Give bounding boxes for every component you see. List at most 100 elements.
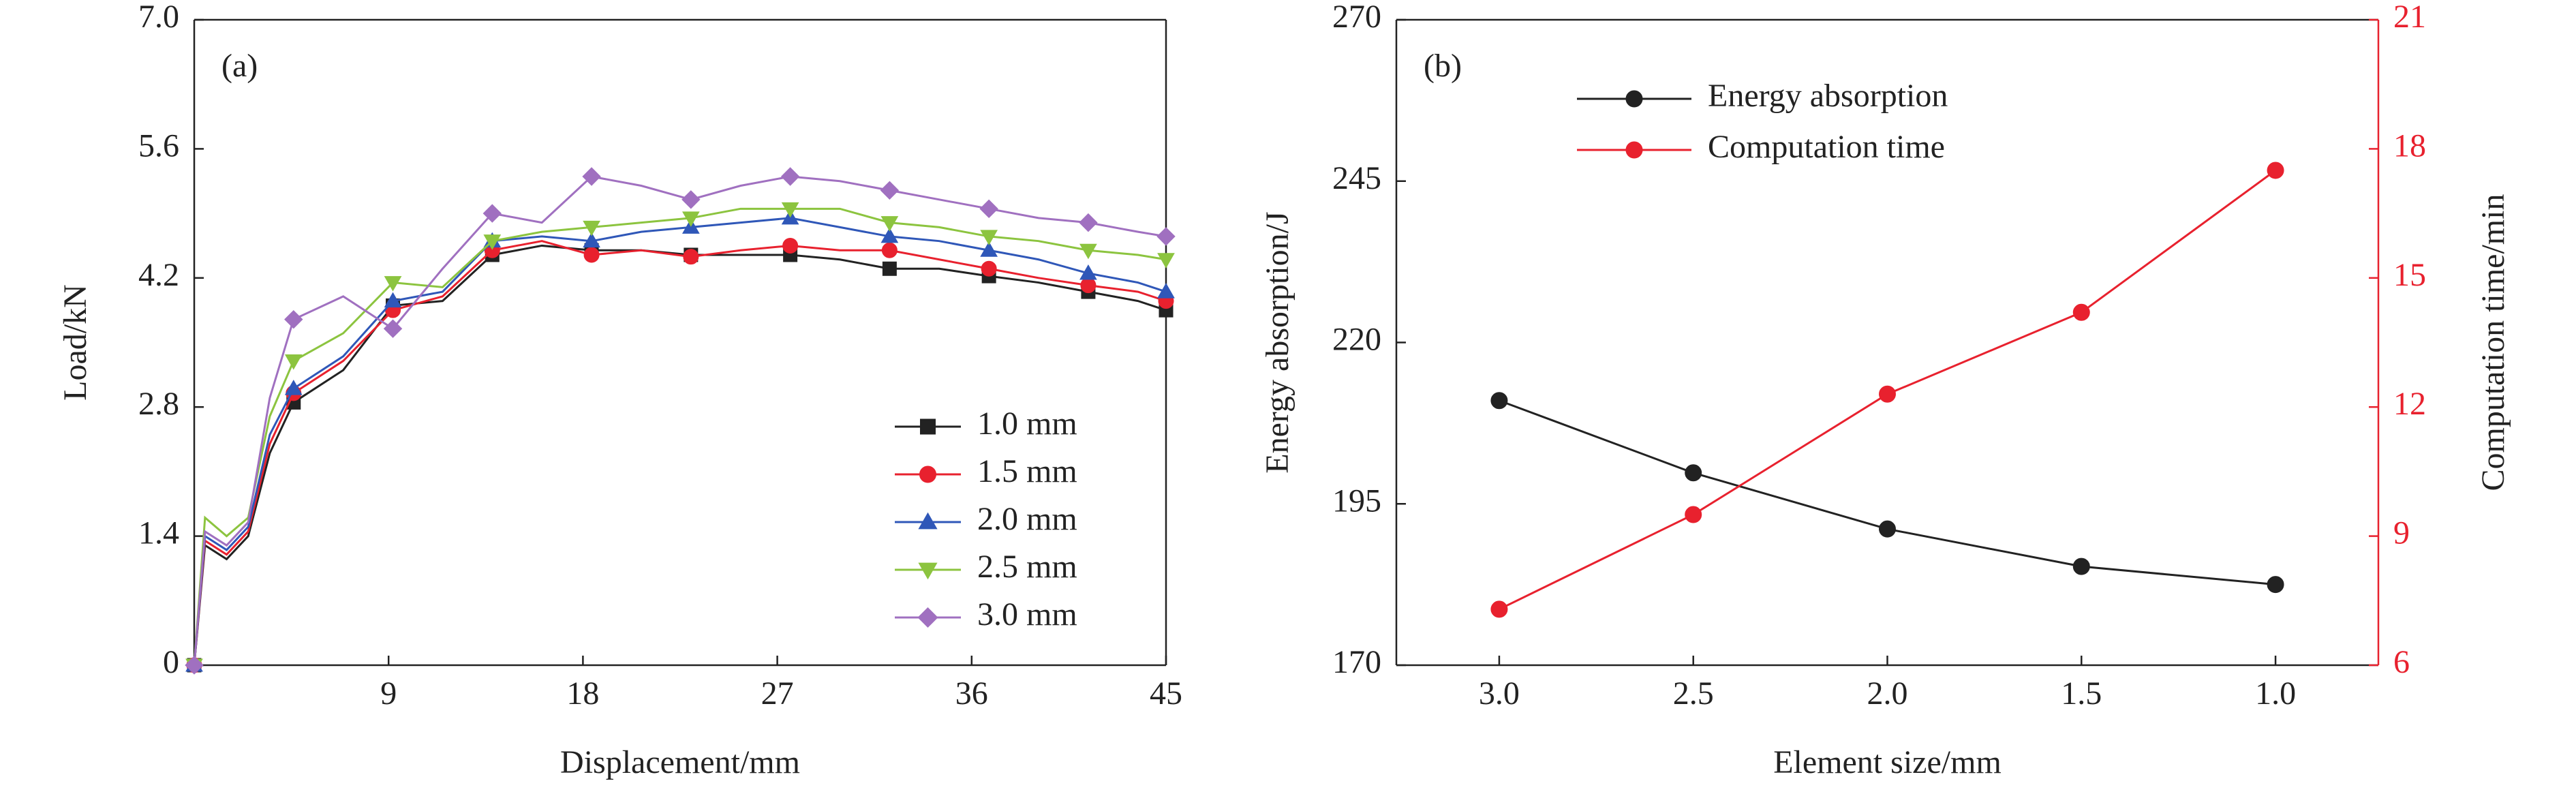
marker bbox=[1157, 283, 1175, 299]
series-line bbox=[193, 240, 1167, 666]
marker bbox=[2072, 303, 2090, 321]
x-tick-label: 1.5 bbox=[2061, 675, 2102, 712]
legend-label: Computation time bbox=[1708, 129, 1945, 165]
legend-marker bbox=[917, 607, 938, 628]
x-tick-label: 18 bbox=[566, 675, 599, 712]
y-tick-label: 245 bbox=[1332, 160, 1381, 196]
marker bbox=[582, 167, 601, 186]
x-tick-label: 27 bbox=[761, 675, 794, 712]
legend-label: Energy absorption bbox=[1708, 78, 1948, 114]
marker bbox=[1685, 464, 1702, 482]
marker bbox=[880, 181, 900, 200]
y-tick-label: 270 bbox=[1332, 0, 1381, 35]
legend-marker bbox=[920, 418, 936, 435]
marker bbox=[284, 354, 303, 370]
marker bbox=[2072, 558, 2090, 575]
y-tick-label: 1.4 bbox=[138, 515, 179, 551]
marker bbox=[1490, 600, 1508, 618]
marker bbox=[681, 211, 700, 227]
marker bbox=[1879, 520, 1896, 538]
marker bbox=[583, 247, 600, 263]
x-tick-label: 45 bbox=[1150, 675, 1182, 712]
y-tick-label: 2.8 bbox=[138, 386, 179, 422]
marker bbox=[583, 220, 600, 236]
x-tick-label: 2.0 bbox=[1867, 675, 1908, 712]
marker bbox=[781, 202, 799, 218]
y-tick-label: 170 bbox=[1332, 644, 1381, 680]
series-line bbox=[1499, 399, 2276, 586]
y-tick-label: 5.6 bbox=[138, 127, 179, 164]
y-tick-label: 4.2 bbox=[138, 257, 179, 293]
y-tick-label: 220 bbox=[1332, 322, 1381, 358]
x-axis-label: Displacement/mm bbox=[560, 744, 800, 780]
legend-marker bbox=[919, 465, 936, 483]
marker bbox=[980, 230, 998, 245]
marker bbox=[1079, 264, 1097, 280]
marker bbox=[482, 204, 502, 223]
marker bbox=[780, 167, 800, 186]
marker bbox=[1079, 243, 1097, 260]
marker bbox=[683, 249, 699, 265]
x-tick-label: 36 bbox=[955, 675, 988, 712]
marker bbox=[980, 241, 998, 257]
marker bbox=[384, 276, 402, 292]
marker bbox=[1079, 213, 1098, 232]
x-tick-label: 1.0 bbox=[2255, 675, 2296, 712]
marker bbox=[880, 216, 899, 232]
legend-label: 1.5 mm bbox=[977, 453, 1077, 489]
marker bbox=[1879, 385, 1896, 403]
legend-label: 2.0 mm bbox=[977, 501, 1077, 537]
marker bbox=[881, 242, 898, 258]
marker bbox=[384, 292, 402, 308]
legend-marker bbox=[918, 512, 938, 530]
y-tick-label: 195 bbox=[1332, 483, 1381, 519]
marker bbox=[583, 232, 600, 248]
y2-axis-label: Computation time/min bbox=[2475, 194, 2511, 491]
marker bbox=[1157, 253, 1175, 269]
y-tick-label: 0 bbox=[163, 644, 179, 680]
marker bbox=[681, 190, 701, 209]
marker bbox=[880, 227, 899, 243]
series-line bbox=[193, 175, 1167, 666]
marker bbox=[1080, 277, 1097, 294]
y2-tick-label: 18 bbox=[2393, 127, 2426, 164]
y2-tick-label: 12 bbox=[2393, 386, 2426, 422]
marker bbox=[979, 199, 998, 219]
marker bbox=[1490, 392, 1508, 410]
x-tick-label: 3.0 bbox=[1479, 675, 1520, 712]
y-tick-label: 7.0 bbox=[138, 0, 179, 35]
series-line bbox=[193, 244, 1167, 666]
marker bbox=[284, 309, 303, 329]
marker bbox=[1685, 506, 1702, 523]
series-line bbox=[193, 217, 1167, 666]
marker bbox=[483, 234, 502, 250]
marker bbox=[383, 319, 403, 338]
marker bbox=[882, 261, 897, 276]
panel-label: (b) bbox=[1424, 48, 1462, 84]
legend-label: 1.0 mm bbox=[977, 406, 1077, 442]
y2-tick-label: 15 bbox=[2393, 257, 2426, 293]
marker bbox=[2267, 576, 2284, 594]
marker bbox=[185, 656, 204, 675]
x-axis-label: Element size/mm bbox=[1773, 744, 2002, 780]
marker bbox=[284, 380, 303, 395]
marker bbox=[2267, 162, 2284, 179]
series-line bbox=[193, 207, 1167, 666]
y-axis-label: Energy absorption/J bbox=[1259, 211, 1295, 473]
legend-label: 2.5 mm bbox=[977, 549, 1077, 585]
legend-marker bbox=[1625, 141, 1643, 159]
panel-label: (a) bbox=[221, 48, 258, 84]
legend-marker bbox=[918, 562, 938, 580]
y2-tick-label: 21 bbox=[2393, 0, 2426, 35]
marker bbox=[782, 237, 799, 254]
x-tick-label: 2.5 bbox=[1673, 675, 1714, 712]
legend-marker bbox=[1625, 90, 1643, 108]
y-axis-label: Load/kN bbox=[57, 284, 93, 401]
y2-tick-label: 6 bbox=[2393, 644, 2410, 680]
y2-tick-label: 9 bbox=[2393, 515, 2410, 551]
marker bbox=[981, 260, 997, 277]
x-tick-label: 9 bbox=[380, 675, 397, 712]
legend-label: 3.0 mm bbox=[977, 596, 1077, 632]
